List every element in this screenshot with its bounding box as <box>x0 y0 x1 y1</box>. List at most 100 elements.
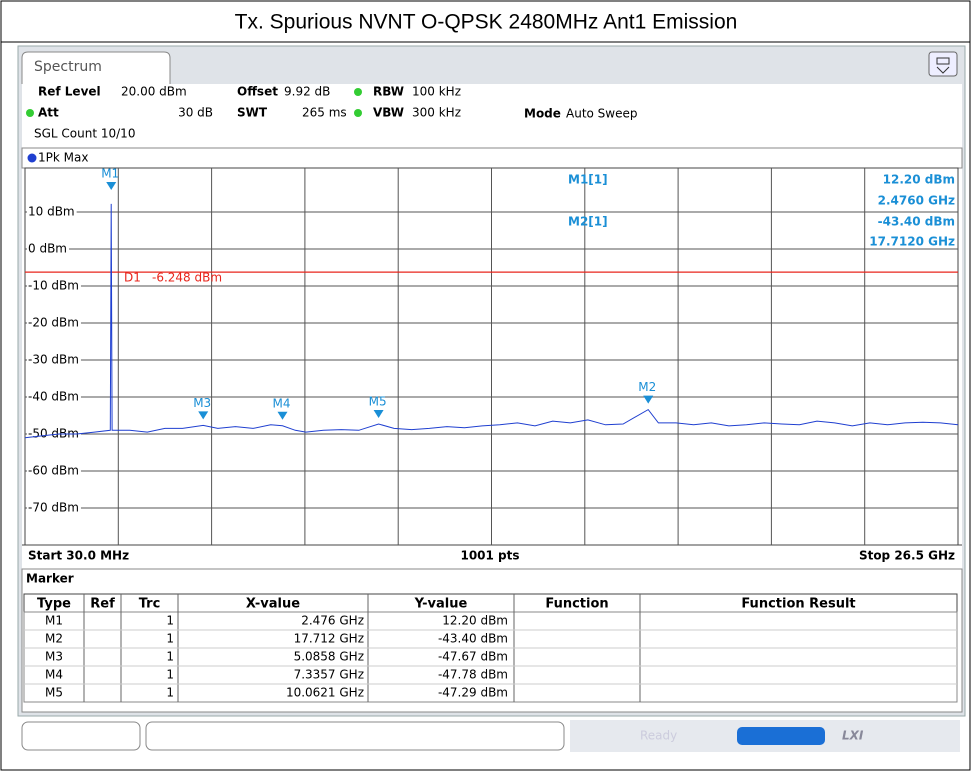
setting-label: Att <box>38 106 59 120</box>
marker-table-title: Marker <box>26 572 74 586</box>
cell-trc: 1 <box>166 632 174 646</box>
column-header: Ref <box>90 597 115 612</box>
label-bg <box>27 427 81 441</box>
column-header: Function Result <box>741 597 855 612</box>
menu-icon <box>936 57 950 74</box>
trace-label: 1Pk Max <box>38 151 88 165</box>
column-header: X-value <box>246 597 300 612</box>
label-bg <box>27 501 81 515</box>
status-box[interactable] <box>145 721 565 751</box>
status-box[interactable] <box>21 721 141 751</box>
column-header: Trc <box>139 597 161 612</box>
table-body <box>23 611 958 703</box>
start-frequency: Start 30.0 MHz <box>28 549 129 563</box>
display-line-name: D1 <box>124 271 141 285</box>
y-tick-label: -50 dBm <box>28 427 79 441</box>
y-tick-label: -70 dBm <box>28 501 79 515</box>
setting-value: 100 kHz <box>412 85 461 99</box>
y-tick-label: 0 dBm <box>28 242 67 256</box>
cell-type: M2 <box>45 632 63 646</box>
column-header: Y-value <box>414 597 468 612</box>
setting-label: VBW <box>373 106 404 120</box>
marker <box>198 411 209 420</box>
indicator <box>354 109 362 117</box>
readout-name: M2[1] <box>568 215 608 229</box>
setting-value: 9.92 dB <box>284 85 330 99</box>
y-tick-label: -60 dBm <box>28 464 79 478</box>
readout-level: 12.20 dBm <box>883 173 955 187</box>
label-bg <box>27 316 81 330</box>
label-bg <box>27 242 69 256</box>
setting-label: Offset <box>237 85 278 99</box>
label-bg <box>27 205 77 219</box>
setting-label: RBW <box>373 85 404 99</box>
y-tick-label: -10 dBm <box>28 279 79 293</box>
setting-label: SWT <box>237 106 268 120</box>
marker-label: M2 <box>638 380 656 394</box>
label-bg <box>27 353 81 367</box>
cell-y: -47.29 dBm <box>438 686 508 700</box>
cell-x: 17.712 GHz <box>294 632 364 646</box>
cell-y: -47.78 dBm <box>438 668 508 682</box>
cell-trc: 1 <box>166 686 174 700</box>
cell-x: 2.476 GHz <box>301 614 364 628</box>
tab[interactable] <box>21 51 171 84</box>
cell-y: 12.20 dBm <box>442 614 508 628</box>
marker-label: M1 <box>101 167 119 181</box>
readout-level: -43.40 dBm <box>878 215 955 229</box>
marker <box>373 409 384 418</box>
display-line-label: -6.248 dBm <box>152 271 222 285</box>
cell-type: M5 <box>45 686 63 700</box>
trace <box>24 203 959 439</box>
cell-type: M4 <box>45 668 63 682</box>
label-bg <box>27 279 81 293</box>
setting-value: 265 ms <box>302 106 347 120</box>
y-tick-label: 10 dBm <box>28 205 75 219</box>
cell-x: 5.0858 GHz <box>294 650 364 664</box>
readout-freq: 2.4760 GHz <box>878 194 955 208</box>
cell-y: -47.67 dBm <box>438 650 508 664</box>
marker <box>277 411 288 420</box>
column-header: Type <box>37 597 71 612</box>
marker-label: M3 <box>193 396 211 410</box>
cell-y: -43.40 dBm <box>438 632 508 646</box>
marker-label: M5 <box>369 394 387 408</box>
label-bg <box>27 390 81 404</box>
setting-value: 300 kHz <box>412 106 461 120</box>
indicator <box>354 88 362 96</box>
lxi-logo: LXI <box>842 729 864 743</box>
setting-value: 20.00 dBm <box>121 85 187 99</box>
cell-type: M1 <box>45 614 63 628</box>
marker-label: M4 <box>273 396 291 410</box>
column-header: Function <box>545 597 608 612</box>
cell-x: 10.0621 GHz <box>286 686 364 700</box>
marker <box>106 182 117 190</box>
tab-label[interactable]: Spectrum <box>34 59 102 75</box>
indicator <box>26 109 34 117</box>
stop-frequency: Stop 26.5 GHz <box>859 549 955 563</box>
marker <box>643 395 654 404</box>
cell-x: 7.3357 GHz <box>294 668 364 682</box>
status-ready: Ready <box>640 729 677 743</box>
y-tick-label: -40 dBm <box>28 390 79 404</box>
setting-label: Ref Level <box>38 85 101 99</box>
cell-trc: 1 <box>166 614 174 628</box>
y-tick-label: -20 dBm <box>28 316 79 330</box>
sweep-points: 1001 pts <box>460 549 519 563</box>
cell-trc: 1 <box>166 668 174 682</box>
label-bg <box>27 464 81 478</box>
setting-value: 30 dB <box>178 106 213 120</box>
sweep-count: SGL Count 10/10 <box>34 127 135 141</box>
progress-bar <box>737 727 825 745</box>
setting-value: Auto Sweep <box>566 107 638 121</box>
readout-freq: 17.7120 GHz <box>869 235 955 249</box>
page-title: Tx. Spurious NVNT O-QPSK 2480MHz Ant1 Em… <box>235 11 738 34</box>
trace-header <box>21 147 963 169</box>
setting-label: Mode <box>524 107 561 121</box>
readout-name: M1[1] <box>568 173 608 187</box>
cell-trc: 1 <box>166 650 174 664</box>
cell-type: M3 <box>45 650 63 664</box>
trace-dot <box>27 153 37 163</box>
y-tick-label: -30 dBm <box>28 353 79 367</box>
